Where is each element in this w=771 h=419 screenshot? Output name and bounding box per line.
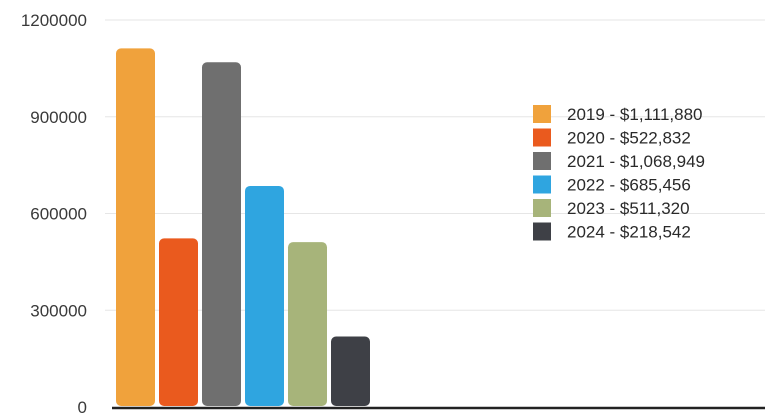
legend: 2019 - $1,111,880 2020 - $522,832 2021 - $… — [533, 105, 705, 242]
y-axis-ticks: 0 300000 600000 900000 1200000 — [21, 11, 87, 417]
legend-item-2022: 2022 - $685,456 — [533, 175, 691, 195]
bars — [116, 48, 370, 406]
legend-item-2023: 2023 - $511,320 — [533, 199, 690, 218]
legend-item-2019: 2019 - $1,111,880 — [533, 105, 703, 124]
y-tick-label: 0 — [78, 398, 87, 417]
legend-item-2024: 2024 - $218,542 — [533, 222, 691, 242]
legend-swatch — [533, 152, 551, 170]
legend-item-2021: 2021 - $1,068,949 — [533, 152, 705, 171]
legend-label: 2023 - $511,320 — [567, 199, 690, 218]
legend-label: 2022 - $685,456 — [567, 176, 691, 195]
legend-label: 2019 - $1,111,880 — [567, 105, 703, 124]
legend-swatch — [533, 105, 551, 123]
legend-swatch — [533, 128, 551, 147]
y-tick-label: 1200000 — [21, 11, 87, 30]
legend-swatch — [533, 199, 551, 217]
legend-label: 2020 - $522,832 — [567, 129, 691, 148]
bar-2024 — [331, 336, 370, 406]
legend-item-2020: 2020 - $522,832 — [533, 128, 691, 148]
y-tick-label: 600000 — [30, 205, 87, 224]
bar-2020 — [159, 238, 198, 406]
bar-2022 — [245, 185, 284, 406]
legend-label: 2024 - $218,542 — [567, 223, 691, 242]
y-tick-label: 900000 — [30, 108, 87, 127]
legend-swatch — [533, 175, 551, 194]
legend-swatch — [533, 222, 551, 241]
y-tick-label: 300000 — [30, 301, 87, 320]
legend-label: 2021 - $1,068,949 — [567, 152, 705, 171]
bar-2019 — [116, 48, 155, 406]
bar-2023 — [288, 242, 327, 406]
bar-2021 — [202, 62, 241, 406]
